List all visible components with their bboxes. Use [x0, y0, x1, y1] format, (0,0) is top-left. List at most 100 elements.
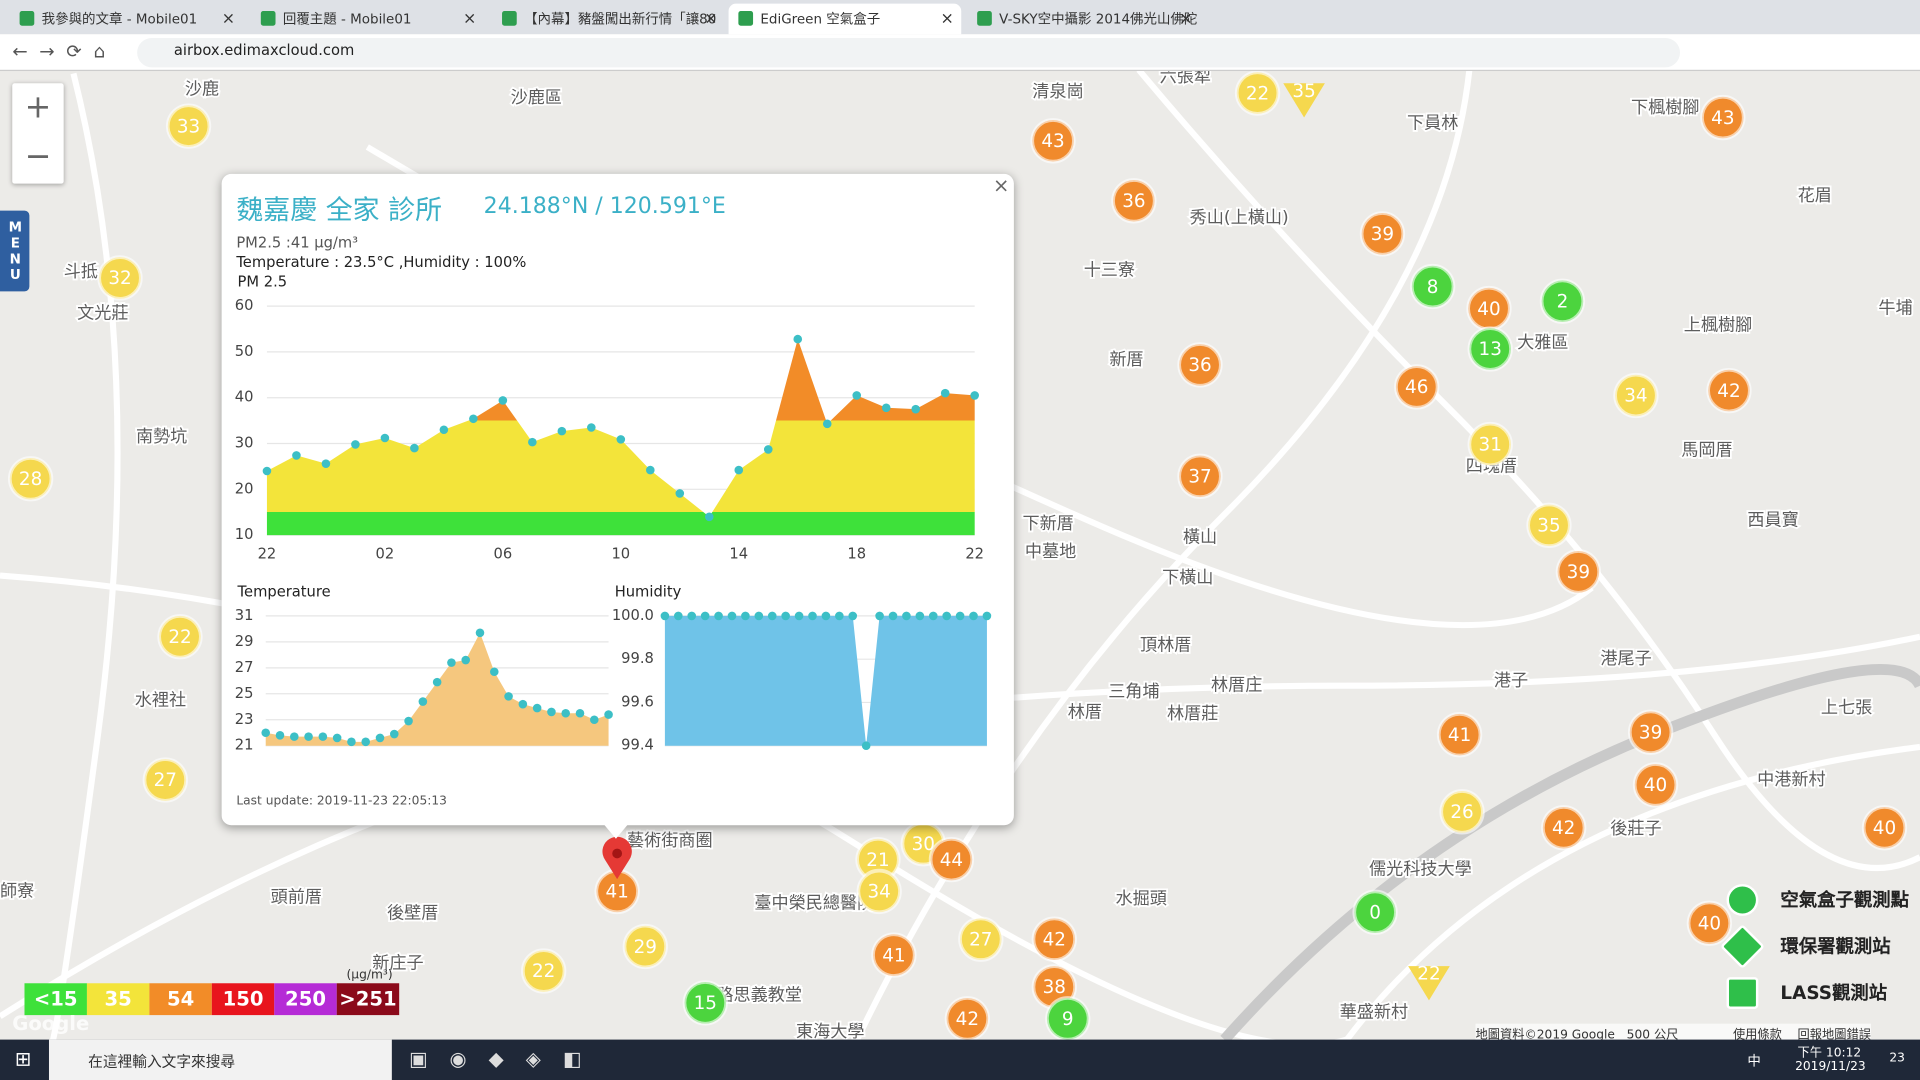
data-point [902, 611, 911, 621]
station-marker[interactable]: 37 [1177, 453, 1223, 499]
tab[interactable]: V-SKY空中攝影 2014佛光山佛陀 × [967, 4, 1200, 35]
station-marker[interactable]: 9 [1045, 996, 1091, 1040]
station-marker[interactable]: 36 [1177, 342, 1223, 388]
lass-marker[interactable]: 35 [1283, 81, 1325, 118]
place-label: 後莊子 [1610, 819, 1661, 839]
tab[interactable]: EdiGreen 空氣盒子 × [728, 3, 962, 35]
marker-value: 35 [1537, 516, 1560, 537]
y-tick-label: 50 [235, 343, 254, 360]
station-marker[interactable]: 43 [1030, 118, 1076, 164]
station-marker[interactable]: 41 [594, 868, 640, 915]
station-marker[interactable]: 32 [97, 255, 143, 301]
station-marker[interactable]: 26 [1439, 789, 1485, 835]
station-marker[interactable]: 40 [1861, 805, 1908, 851]
station-marker[interactable]: 40 [1466, 285, 1512, 332]
marker-dot [622, 923, 668, 970]
place-label: 牛埔 [1878, 299, 1912, 319]
station-marker[interactable]: 36 [1111, 178, 1157, 224]
station-marker[interactable]: 22 [157, 614, 203, 660]
terms[interactable]: 使用條款 [1732, 1028, 1782, 1043]
marker-value: 46 [1405, 377, 1428, 398]
ime[interactable]: 中 [1747, 1053, 1761, 1069]
omnibox[interactable] [137, 37, 1681, 68]
report[interactable]: 回報地圖錯誤 [1797, 1028, 1871, 1043]
close-button[interactable]: × [993, 173, 1010, 198]
y-tick-label: 21 [235, 737, 254, 754]
tab-close[interactable]: × [462, 9, 477, 29]
station-marker[interactable]: 33 [165, 103, 212, 149]
side-menu[interactable]: MENU [0, 210, 30, 292]
data-point [861, 741, 871, 750]
data-point [518, 699, 528, 709]
start-button[interactable]: ⊞ [14, 1046, 32, 1071]
station-marker[interactable]: 28 [7, 456, 54, 502]
marker-dot [521, 948, 567, 994]
triangle [1283, 83, 1325, 118]
station-marker[interactable]: 41 [1436, 712, 1483, 758]
place-label: 頂林厝 [1140, 635, 1191, 655]
station-marker[interactable]: 0 [1352, 889, 1398, 935]
data-point [557, 426, 567, 436]
station-marker[interactable]: 22 [1234, 70, 1281, 116]
marker-value: 33 [177, 116, 200, 137]
data-point [734, 465, 744, 475]
station-marker[interactable]: 22 [521, 948, 567, 994]
station-marker[interactable]: 43 [1700, 94, 1746, 141]
station-marker[interactable]: 15 [682, 980, 728, 1026]
station-marker[interactable]: 39 [1359, 211, 1406, 257]
marker-value: 29 [634, 937, 657, 958]
station-marker[interactable]: 40 [1632, 762, 1679, 808]
station-marker[interactable]: 40 [1686, 900, 1733, 946]
place-label: 林厝莊 [1167, 704, 1218, 724]
station-marker[interactable]: 27 [142, 757, 188, 803]
data-point [808, 611, 817, 621]
station-marker[interactable]: 39 [1555, 549, 1602, 595]
pinned-apps[interactable]: ▣◉◆◈◧ [408, 1046, 604, 1071]
place-label: 花眉 [1798, 186, 1832, 206]
zoom-control[interactable]: + − [12, 83, 64, 184]
station-marker[interactable]: 34 [856, 868, 902, 915]
marker-value: 22 [532, 961, 555, 982]
clock-time[interactable]: 下午 10:12 [1797, 1046, 1862, 1061]
station-marker[interactable]: 27 [958, 916, 1004, 962]
clock-date[interactable]: 2019/11/23 [1795, 1060, 1866, 1074]
station-marker[interactable]: 2 [1539, 278, 1586, 324]
station-marker[interactable]: 8 [1410, 263, 1456, 310]
url[interactable]: airbox.edimaxcloud.com [173, 41, 355, 59]
tab[interactable]: 回覆主題 - Mobile01 × [251, 4, 484, 35]
place-label: 六張犁 [1160, 70, 1211, 87]
notifications[interactable]: 23 [1889, 1051, 1905, 1066]
station-marker[interactable]: 42 [1541, 805, 1587, 851]
marker-dot [1177, 342, 1223, 388]
station-marker[interactable]: 21 [855, 836, 901, 883]
station-marker[interactable]: 29 [622, 923, 668, 970]
marker-dot [958, 916, 1004, 962]
data-point [292, 451, 301, 460]
tab[interactable]: 我參與的文章 - Mobile01 × [10, 4, 243, 35]
lass-marker[interactable]: 22 [1408, 964, 1450, 1001]
tab-close[interactable]: × [1179, 9, 1193, 29]
y-tick-label: 25 [235, 685, 254, 702]
station-marker[interactable]: 34 [1613, 372, 1659, 419]
tab-close[interactable]: × [704, 9, 718, 29]
station-marker[interactable]: 44 [928, 836, 975, 883]
tab-close[interactable]: × [940, 9, 954, 29]
station-marker[interactable]: 42 [944, 996, 990, 1040]
nav-buttons[interactable]: ← → ⟳ ⌂ [12, 40, 106, 63]
tab-close[interactable]: × [221, 9, 236, 29]
x-tick-label: 10 [611, 546, 630, 563]
marker-dot [1632, 762, 1679, 808]
station-marker[interactable]: 39 [1627, 709, 1674, 755]
station-marker[interactable]: 31 [1467, 421, 1513, 468]
marker-dot [1541, 805, 1587, 851]
station-marker[interactable]: 46 [1394, 364, 1440, 410]
station-marker[interactable]: 42 [1706, 367, 1752, 414]
station-marker[interactable]: 13 [1467, 326, 1513, 372]
place-label: 下橫山 [1162, 568, 1213, 588]
station-marker[interactable]: 41 [871, 932, 917, 978]
station-marker[interactable]: 42 [1031, 916, 1077, 962]
tab[interactable]: 【內幕】豬盤闖出新行情「讓80 × [492, 4, 725, 35]
station-marker[interactable]: 35 [1526, 502, 1572, 548]
search-box[interactable]: 在這裡輸入文字來搜尋 [48, 1039, 392, 1080]
data-point [969, 611, 978, 621]
